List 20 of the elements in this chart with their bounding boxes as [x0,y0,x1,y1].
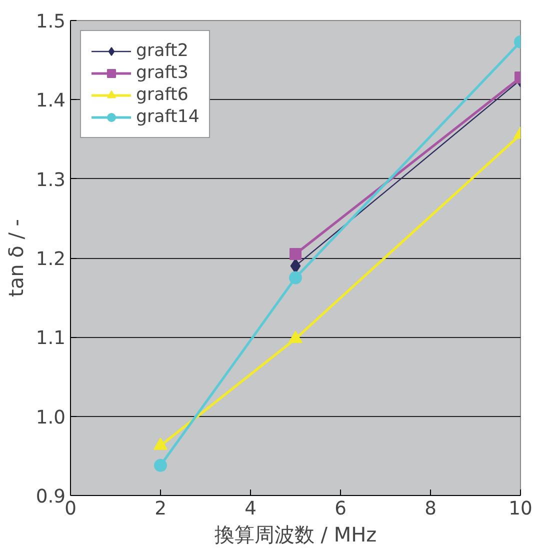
y-tick-label: 1.0 [36,407,66,428]
x-axis-title: 換算周波数 / MHz [214,522,377,546]
y-tick-label: 1.4 [36,90,66,112]
point [289,271,302,284]
legend-label: graft3 [136,63,188,83]
x-tick-label: 2 [154,498,166,520]
x-tick-label: 10 [508,498,532,520]
y-axis-title: tan δ / - [4,218,28,298]
y-tick-label: 1.3 [36,170,66,191]
x-tick-label: 4 [244,498,256,520]
legend-label: graft2 [136,41,188,61]
y-tick-label: 0.9 [36,486,66,508]
x-tick-label: 0 [64,498,76,520]
legend-label: graft6 [136,85,188,105]
y-tick-label: 1.5 [36,12,66,32]
y-tick-label: 1.2 [36,249,66,270]
legend-label: graft14 [136,107,200,127]
x-tick-label: 6 [334,498,346,520]
y-tick-label: 1.1 [36,328,66,350]
x-tick-label: 8 [424,498,436,520]
